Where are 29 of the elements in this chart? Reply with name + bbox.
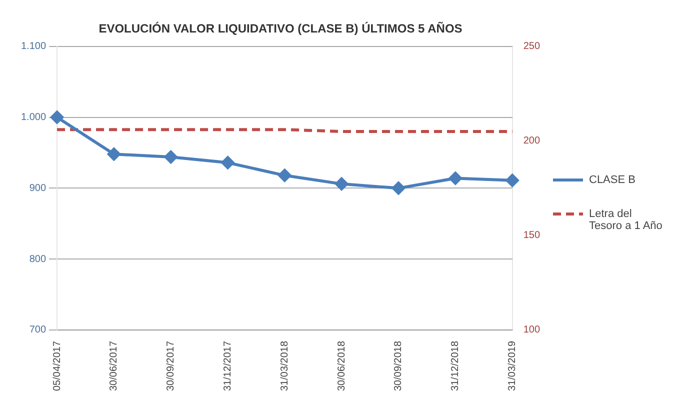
point: [506, 174, 519, 187]
y-tick-label: 800: [29, 254, 46, 265]
point: [107, 148, 120, 161]
y2-tick-label: 150: [523, 230, 540, 242]
x-tick-label: 31/03/2019: [507, 340, 518, 392]
x-tick-label: 31/03/2018: [279, 340, 290, 392]
legend-label: Letra del Tesoro a 1 Año: [589, 208, 663, 232]
y2-tick-label: 100: [523, 324, 540, 336]
y-tick-label: 700: [29, 324, 46, 336]
y2-tick-label: 250: [523, 41, 540, 52]
x-tick-label: 30/09/2018: [393, 340, 404, 392]
x-tick-label: 05/04/2017: [52, 340, 63, 392]
y-tick-label: 900: [29, 182, 46, 194]
point: [164, 150, 178, 164]
x-tick-label: 30/09/2017: [166, 340, 177, 392]
x-tick-label: 31/12/2018: [450, 340, 462, 392]
legend-label: CLASE B: [589, 174, 636, 186]
point: [448, 172, 462, 185]
point: [335, 177, 348, 190]
x-tick-label: 30/06/2018: [336, 340, 348, 392]
x-tick-label: 30/06/2017: [108, 340, 120, 392]
point: [221, 156, 234, 170]
x-tick-label: 31/12/2017: [222, 340, 234, 392]
y-tick-label: 1.100: [20, 41, 46, 52]
y2-tick-label: 200: [523, 136, 540, 147]
point: [392, 182, 405, 195]
point: [278, 168, 292, 182]
y-tick-label: 1.000: [20, 112, 46, 124]
chart-title: EVOLUCIÓN VALOR LIQUIDATIVO (CLASE B) ÚLTIMOS 5 AÑOS: [98, 22, 462, 36]
